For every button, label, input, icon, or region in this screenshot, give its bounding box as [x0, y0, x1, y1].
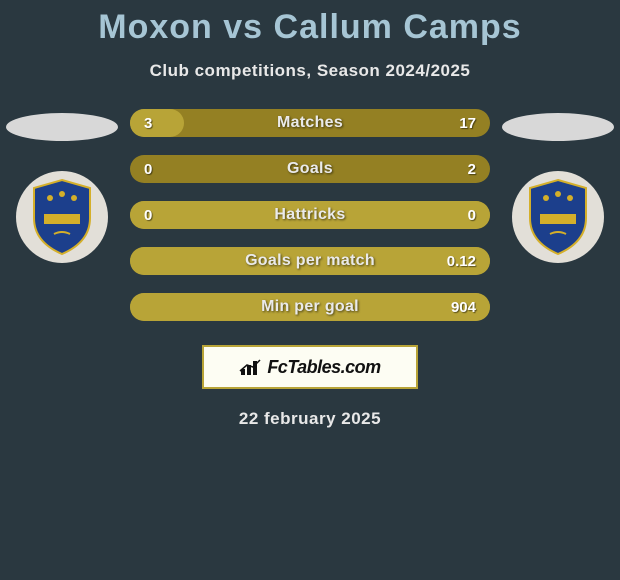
stat-bar-min-per-goal: Min per goal 904	[130, 293, 490, 321]
logo-text: FcTables.com	[267, 357, 380, 378]
chart-icon	[239, 357, 263, 377]
stat-bar-goals: 0 Goals 2	[130, 155, 490, 183]
stat-right-value: 0	[468, 201, 476, 229]
club-badge-right	[512, 171, 604, 263]
stat-bar-matches: 3 Matches 17	[130, 109, 490, 137]
stat-right-value: 904	[451, 293, 476, 321]
stat-label: Goals per match	[130, 247, 490, 275]
stats-column: 3 Matches 17 0 Goals 2 0 Hattricks 0 Goa…	[120, 109, 500, 321]
left-player-col	[4, 109, 120, 263]
stat-label: Matches	[130, 109, 490, 137]
comparison-card: Moxon vs Callum Camps Club competitions,…	[0, 0, 620, 429]
stat-label: Hattricks	[130, 201, 490, 229]
stat-label: Goals	[130, 155, 490, 183]
player-shadow-right	[502, 113, 614, 141]
player-shadow-left	[6, 113, 118, 141]
fctables-logo[interactable]: FcTables.com	[202, 345, 418, 389]
page-title: Moxon vs Callum Camps	[0, 8, 620, 47]
stat-right-value: 0.12	[447, 247, 476, 275]
shield-icon	[26, 176, 98, 258]
subtitle: Club competitions, Season 2024/2025	[0, 61, 620, 81]
club-badge-left	[16, 171, 108, 263]
stat-right-value: 17	[459, 109, 476, 137]
stat-bar-hattricks: 0 Hattricks 0	[130, 201, 490, 229]
right-player-col	[500, 109, 616, 263]
date-text: 22 february 2025	[0, 409, 620, 429]
stat-right-value: 2	[468, 155, 476, 183]
main-row: 3 Matches 17 0 Goals 2 0 Hattricks 0 Goa…	[0, 109, 620, 321]
stat-label: Min per goal	[130, 293, 490, 321]
stat-bar-goals-per-match: Goals per match 0.12	[130, 247, 490, 275]
shield-icon	[522, 176, 594, 258]
